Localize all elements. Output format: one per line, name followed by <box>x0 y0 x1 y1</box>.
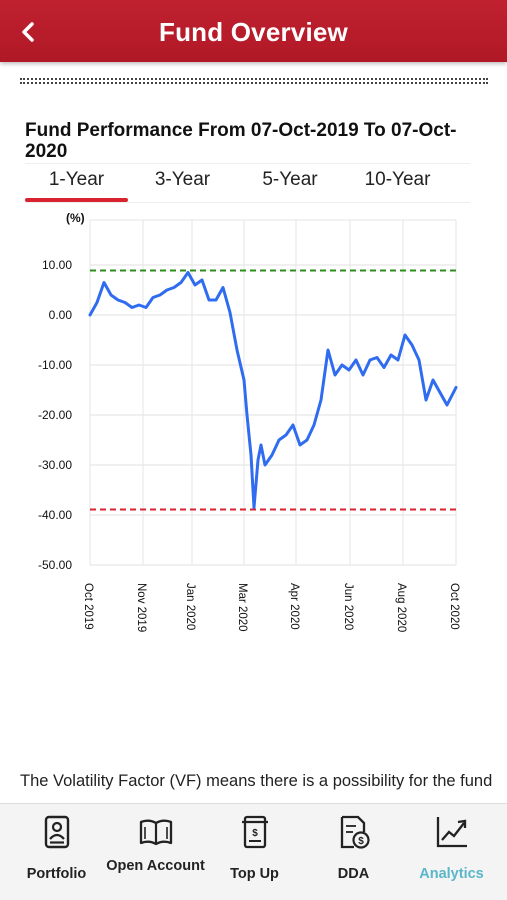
x-tick-label: Oct 2019 <box>82 583 94 630</box>
svg-text:$: $ <box>252 828 258 839</box>
y-tick-label: -40.00 <box>38 508 72 522</box>
portfolio-icon <box>44 815 70 849</box>
nav-top-up[interactable]: $ Top Up <box>204 804 305 900</box>
page-title: Fund Overview <box>159 17 348 47</box>
volatility-factor-text: The Volatility Factor (VF) means there i… <box>20 772 495 790</box>
tab-1-year[interactable]: 1-Year <box>48 169 105 190</box>
open-book-icon <box>139 819 173 846</box>
tab-10-year[interactable]: 10-Year <box>364 169 431 190</box>
chevron-left-icon <box>22 22 34 42</box>
nav-label-dda: DDA <box>337 866 370 882</box>
x-tick-label: Apr 2020 <box>288 583 300 630</box>
dotted-divider <box>20 78 488 84</box>
nav-label-top-up: Top Up <box>230 866 279 882</box>
nav-open-account[interactable]: Open Account <box>105 804 206 900</box>
nav-portfolio[interactable]: Portfolio <box>6 804 107 900</box>
tab-5-year[interactable]: 5-Year <box>262 169 318 190</box>
fund-performance-line <box>88 271 458 509</box>
performance-chart: (%) 10.00 0.00 -10.00 -20.00 -30.00 -40.00 -50.… <box>38 211 460 632</box>
nav-label-portfolio: Portfolio <box>26 866 87 882</box>
period-tabs: 1-Year 3-Year 5-Year 10-Year <box>25 163 470 203</box>
x-tick-label: Jun 2020 <box>342 583 354 630</box>
x-tick-label: Aug 2020 <box>395 583 407 632</box>
y-tick-label: 0.00 <box>49 308 73 322</box>
x-tick-label: Jan 2020 <box>184 583 196 630</box>
y-tick-label: -10.00 <box>38 358 72 372</box>
y-tick-label: -50.00 <box>38 558 72 572</box>
tab-3-year[interactable]: 3-Year <box>154 169 211 190</box>
y-tick-label: -30.00 <box>38 458 72 472</box>
back-button[interactable] <box>10 14 46 50</box>
nav-label-open-account: Open Account <box>106 858 205 874</box>
nav-dda[interactable]: $ DDA <box>303 804 404 900</box>
bottom-nav: Portfolio Open Account $ Top Up $ DDA <box>0 803 507 900</box>
chart-title: Fund Performance From 07-Oct-2019 To 07-… <box>25 120 457 162</box>
y-tick-label: -20.00 <box>38 408 72 422</box>
x-tick-label: Oct 2020 <box>448 583 460 630</box>
x-tick-label: Nov 2019 <box>135 583 147 632</box>
y-axis-unit-label: (%) <box>66 211 85 225</box>
svg-text:$: $ <box>358 836 364 847</box>
x-tick-label: Mar 2020 <box>236 583 248 632</box>
app-header: Fund Overview <box>0 0 507 62</box>
y-tick-label: 10.00 <box>42 258 72 272</box>
nav-analytics[interactable]: Analytics <box>401 804 502 900</box>
dda-icon: $ <box>340 815 370 849</box>
active-tab-indicator <box>25 198 128 202</box>
nav-label-analytics: Analytics <box>419 866 484 882</box>
top-up-icon: $ <box>242 815 268 849</box>
analytics-icon <box>436 817 467 848</box>
